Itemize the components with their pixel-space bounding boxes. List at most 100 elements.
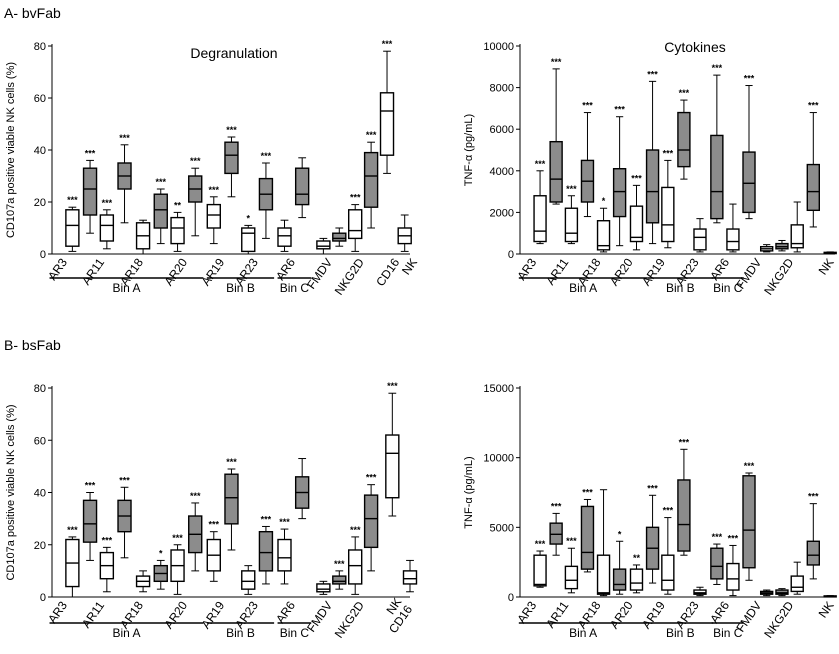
category-label: AR20 [162,598,191,631]
y-tick-label: 40 [34,488,46,500]
box-iqr [533,554,547,587]
box-10 [241,565,256,595]
significance-label: *** [551,501,562,511]
box-8: *** [206,185,221,245]
box-iqr [379,92,395,156]
significance-label: * [246,213,250,223]
category-label: NKCD16 [375,595,415,636]
box-iqr [206,203,221,229]
box-iqr [224,141,239,175]
box-18 [823,595,837,598]
significance-label: *** [350,525,361,535]
box-iqr [241,570,256,590]
category-label: AR19 [199,598,228,631]
box-iqr [316,240,331,250]
y-tick-label: 20 [34,197,46,209]
box-16: *** [348,193,363,252]
box-2: *** [564,184,579,245]
significance-label: *** [614,105,625,115]
y-tick-label: 15000 [483,383,514,395]
box-iqr [661,554,675,591]
category-label: NKG2D [332,255,367,297]
box-7: *** [645,69,660,245]
box-11: *** [710,532,724,585]
category-label: AR6 [707,255,732,282]
box-6: ** [629,553,644,594]
box-iqr [645,149,660,224]
box-13 [294,157,310,219]
box-15 [332,227,347,247]
significance-label: *** [67,525,78,535]
category-label: NK [816,599,837,621]
y-tick-label: 8000 [490,83,514,95]
significance-label: *** [551,57,562,67]
box-8: *** [661,506,675,595]
box-17: *** [806,101,821,228]
significance-label: *** [85,148,96,158]
box-iqr [726,228,740,251]
bin-group-label: Bin A [112,626,140,640]
category-label: AR6 [273,255,298,282]
box-iqr [363,151,379,208]
significance-label: *** [172,533,183,543]
bin-group-label: Bin C [713,626,743,640]
box-0: *** [65,525,80,598]
box-16 [790,201,804,253]
box-iqr [332,232,347,242]
significance-label: *** [535,539,546,549]
box-9: *** [224,457,239,551]
bin-group-label: Bin B [666,281,695,295]
box-iqr [742,475,756,569]
significance-label: * [602,196,606,206]
box-4 [135,570,151,593]
category-label: AR11 [79,255,107,287]
significance-label: *** [334,559,345,569]
significance-label: *** [679,88,690,98]
category-label: CD16 [373,255,402,288]
box-iqr [258,530,274,572]
box-iqr [549,140,563,203]
significance-label: *** [808,492,819,502]
box-2: *** [564,536,579,594]
significance-label: *** [566,184,577,194]
box-3: *** [580,101,595,218]
box-7: *** [188,491,203,572]
box-6: *** [629,173,644,251]
significance-label: *** [102,535,113,545]
box-13: *** [742,461,756,581]
box-5: *** [612,105,627,247]
box-11: *** [258,514,274,585]
category-label: AR11 [79,598,107,630]
bin-group-label: Bin A [569,626,597,640]
y-tick-label: 0 [508,249,514,261]
y-tick-label: 5000 [490,522,514,534]
significance-label: *** [119,475,130,485]
category-label: AR20 [162,255,191,288]
box-iqr [277,538,292,572]
y-axis-label: CD107a positive viable NK cells (%) [5,404,17,580]
box-iqr [710,547,724,580]
significance-label: *** [102,198,113,208]
y-tick-label: 10000 [483,453,514,465]
box-iqr [277,227,292,247]
box-1: *** [82,148,98,234]
category-label: NK [399,256,420,278]
box-iqr [612,168,627,218]
significance-label: *** [209,520,220,530]
bin-group-label: Bin B [666,626,695,640]
y-tick-label: 60 [34,93,46,105]
box-13 [294,458,310,520]
box-17: *** [806,492,821,580]
box-iqr [580,505,595,570]
cytokines-chart-a: Cytokines 0 2000 4000 6000 8000 10000 TNF-α (pg… [463,39,837,298]
box-iqr [742,151,756,214]
category-label: NKG2D [761,598,796,640]
box-iqr [316,583,331,593]
category-label: AR19 [639,598,668,631]
category-label: AR3 [45,255,70,282]
box-iqr [596,220,611,251]
category-label: AR11 [543,255,571,287]
significance-label: *** [582,101,593,111]
significance-label: *** [744,74,755,84]
box-0: *** [533,539,547,588]
